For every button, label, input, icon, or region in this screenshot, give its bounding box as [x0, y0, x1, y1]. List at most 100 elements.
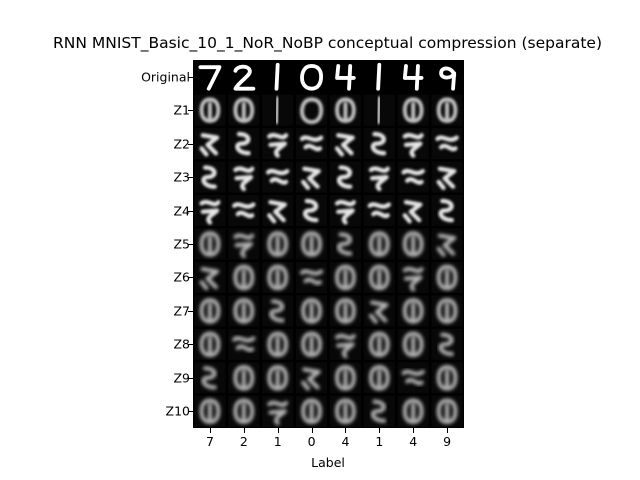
grid-cell-z10-1 [194, 395, 226, 427]
row-label-z2: Z2 [173, 136, 190, 152]
grid-cell-z1-1 [194, 94, 226, 126]
grid-cell-z9-1 [194, 362, 226, 394]
x-tick [379, 428, 380, 433]
y-tick [188, 344, 193, 345]
column-label: 4 [409, 434, 418, 449]
grid-cell-z1-5 [329, 94, 361, 126]
grid-cell-z1-2 [228, 94, 260, 126]
grid-cell-z7-1 [194, 295, 226, 327]
row-label-z10: Z10 [165, 403, 190, 419]
grid-cell-z1-4 [296, 94, 328, 126]
grid-cell-z7-6 [363, 295, 395, 327]
grid-cell-z9-6 [363, 362, 395, 394]
grid-cell-z5-1 [194, 228, 226, 260]
grid-cell-z1-3 [262, 94, 294, 126]
row-label-z8: Z8 [173, 336, 190, 352]
grid-cell-z9-5 [329, 362, 361, 394]
grid-cell-z8-7 [397, 328, 429, 360]
grid-cell-z10-3 [262, 395, 294, 427]
y-tick [188, 244, 193, 245]
grid-cell-z6-7 [397, 261, 429, 293]
grid-cell-z4-3 [262, 195, 294, 227]
grid-cell-z1-8 [431, 94, 463, 126]
row-label-z4: Z4 [173, 203, 190, 219]
grid-cell-z8-5 [329, 328, 361, 360]
grid-cell-z1-7 [397, 94, 429, 126]
image-grid [193, 60, 464, 428]
grid-cell-z7-5 [329, 295, 361, 327]
grid-cell-z10-5 [329, 395, 361, 427]
grid-cell-z5-6 [363, 228, 395, 260]
column-label: 7 [205, 434, 214, 449]
grid-cell-z9-4 [296, 362, 328, 394]
grid-cell-z8-4 [296, 328, 328, 360]
grid-cell-z5-2 [228, 228, 260, 260]
grid-cell-z2-4 [296, 128, 328, 160]
x-tick [447, 428, 448, 433]
grid-cell-z7-3 [262, 295, 294, 327]
row-label-z5: Z5 [173, 236, 190, 252]
grid-cell-original-1 [194, 61, 226, 93]
column-label: 1 [375, 434, 384, 449]
grid-cell-z1-6 [363, 94, 395, 126]
grid-cell-z4-4 [296, 195, 328, 227]
grid-cell-z9-7 [397, 362, 429, 394]
column-label: 4 [341, 434, 350, 449]
grid-cell-z5-4 [296, 228, 328, 260]
x-axis-label: Label [311, 455, 345, 470]
grid-cell-z6-2 [228, 261, 260, 293]
grid-cell-z6-4 [296, 261, 328, 293]
column-label: 1 [273, 434, 282, 449]
grid-cell-original-3 [262, 61, 294, 93]
grid-cell-z2-5 [329, 128, 361, 160]
grid-cell-z4-8 [431, 195, 463, 227]
image-grid-canvas [194, 61, 463, 427]
x-tick [312, 428, 313, 433]
grid-cell-z7-8 [431, 295, 463, 327]
grid-cell-z3-2 [228, 161, 260, 193]
grid-cell-original-6 [363, 61, 395, 93]
grid-cell-z4-2 [228, 195, 260, 227]
grid-cell-z2-8 [431, 128, 463, 160]
grid-cell-z8-3 [262, 328, 294, 360]
grid-cell-z6-5 [329, 261, 361, 293]
column-label: 9 [443, 434, 452, 449]
row-label-z9: Z9 [173, 370, 190, 386]
grid-cell-z9-8 [431, 362, 463, 394]
grid-cell-z3-5 [329, 161, 361, 193]
grid-cell-z8-2 [228, 328, 260, 360]
grid-cell-original-5 [329, 61, 361, 93]
grid-cell-z3-3 [262, 161, 294, 193]
figure-title: RNN MNIST_Basic_10_1_NoR_NoBP conceptual… [52, 34, 603, 52]
column-label: 0 [307, 434, 316, 449]
row-label-z6: Z6 [173, 269, 190, 285]
y-tick [188, 77, 193, 78]
grid-cell-z2-3 [262, 128, 294, 160]
y-tick [188, 177, 193, 178]
x-tick [210, 428, 211, 433]
row-label-original: Original [141, 69, 190, 85]
grid-cell-z2-6 [363, 128, 395, 160]
grid-cell-z2-2 [228, 128, 260, 160]
grid-cell-z6-6 [363, 261, 395, 293]
y-tick [188, 411, 193, 412]
y-tick [188, 311, 193, 312]
grid-cell-original-7 [397, 61, 429, 93]
grid-cell-z3-7 [397, 161, 429, 193]
grid-cell-z10-4 [296, 395, 328, 427]
grid-cell-z10-6 [363, 395, 395, 427]
grid-cell-z2-1 [194, 128, 226, 160]
grid-cell-z5-8 [431, 228, 463, 260]
grid-cell-z7-4 [296, 295, 328, 327]
grid-cell-z3-6 [363, 161, 395, 193]
grid-cell-z10-8 [431, 395, 463, 427]
grid-cell-z5-3 [262, 228, 294, 260]
grid-cell-z7-2 [228, 295, 260, 327]
grid-cell-z6-8 [431, 261, 463, 293]
grid-cell-z4-6 [363, 195, 395, 227]
row-label-z7: Z7 [173, 303, 190, 319]
grid-cell-z7-7 [397, 295, 429, 327]
grid-cell-z8-6 [363, 328, 395, 360]
grid-cell-z8-1 [194, 328, 226, 360]
grid-cell-z10-7 [397, 395, 429, 427]
